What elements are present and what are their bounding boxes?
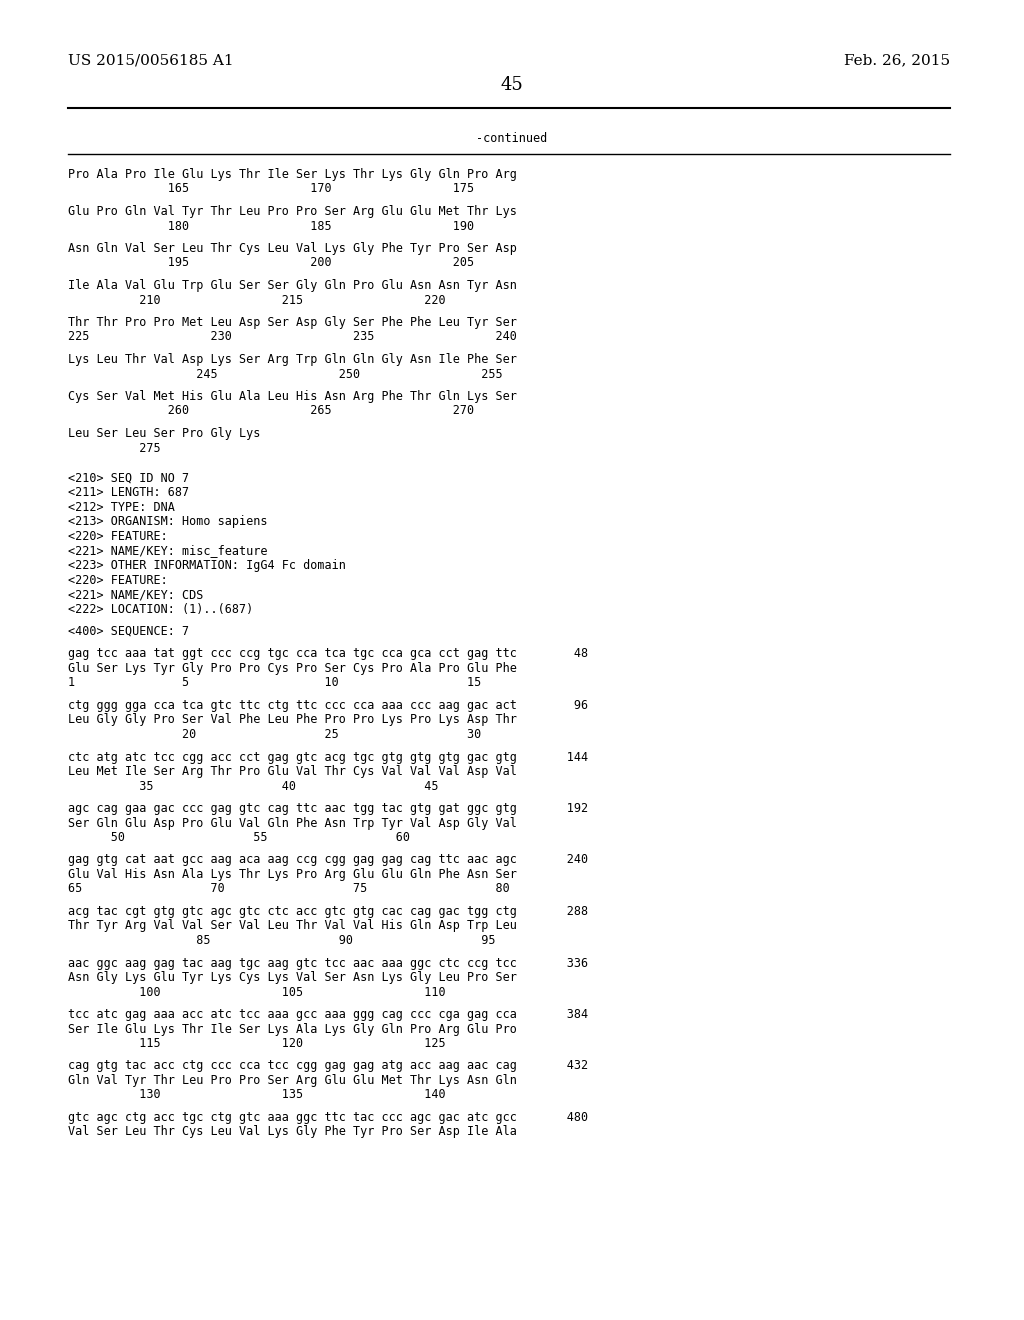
Text: 275: 275 (68, 441, 161, 454)
Text: <220> FEATURE:: <220> FEATURE: (68, 573, 168, 586)
Text: gag tcc aaa tat ggt ccc ccg tgc cca tca tgc cca gca cct gag ttc        48: gag tcc aaa tat ggt ccc ccg tgc cca tca … (68, 648, 588, 660)
Text: aac ggc aag gag tac aag tgc aag gtc tcc aac aaa ggc ctc ccg tcc       336: aac ggc aag gag tac aag tgc aag gtc tcc … (68, 957, 588, 969)
Text: Thr Tyr Arg Val Val Ser Val Leu Thr Val Val His Gln Asp Trp Leu: Thr Tyr Arg Val Val Ser Val Leu Thr Val … (68, 920, 517, 932)
Text: 45: 45 (501, 77, 523, 94)
Text: US 2015/0056185 A1: US 2015/0056185 A1 (68, 53, 233, 67)
Text: tcc atc gag aaa acc atc tcc aaa gcc aaa ggg cag ccc cga gag cca       384: tcc atc gag aaa acc atc tcc aaa gcc aaa … (68, 1008, 588, 1020)
Text: <222> LOCATION: (1)..(687): <222> LOCATION: (1)..(687) (68, 602, 253, 615)
Text: 1               5                   10                  15: 1 5 10 15 (68, 676, 481, 689)
Text: 50                  55                  60: 50 55 60 (68, 832, 410, 843)
Text: <221> NAME/KEY: CDS: <221> NAME/KEY: CDS (68, 587, 204, 601)
Text: Glu Val His Asn Ala Lys Thr Lys Pro Arg Glu Glu Gln Phe Asn Ser: Glu Val His Asn Ala Lys Thr Lys Pro Arg … (68, 869, 517, 880)
Text: 35                  40                  45: 35 40 45 (68, 780, 438, 792)
Text: Feb. 26, 2015: Feb. 26, 2015 (844, 53, 950, 67)
Text: <210> SEQ ID NO 7: <210> SEQ ID NO 7 (68, 473, 189, 484)
Text: 100                 105                 110: 100 105 110 (68, 986, 445, 998)
Text: Cys Ser Val Met His Glu Ala Leu His Asn Arg Phe Thr Gln Lys Ser: Cys Ser Val Met His Glu Ala Leu His Asn … (68, 389, 517, 403)
Text: 130                 135                 140: 130 135 140 (68, 1089, 445, 1101)
Text: cag gtg tac acc ctg ccc cca tcc cgg gag gag atg acc aag aac cag       432: cag gtg tac acc ctg ccc cca tcc cgg gag … (68, 1060, 588, 1072)
Text: Asn Gln Val Ser Leu Thr Cys Leu Val Lys Gly Phe Tyr Pro Ser Asp: Asn Gln Val Ser Leu Thr Cys Leu Val Lys … (68, 242, 517, 255)
Text: 195                 200                 205: 195 200 205 (68, 256, 474, 269)
Text: <211> LENGTH: 687: <211> LENGTH: 687 (68, 487, 189, 499)
Text: -continued: -continued (476, 132, 548, 145)
Text: <220> FEATURE:: <220> FEATURE: (68, 531, 168, 543)
Text: Ser Gln Glu Asp Pro Glu Val Gln Phe Asn Trp Tyr Val Asp Gly Val: Ser Gln Glu Asp Pro Glu Val Gln Phe Asn … (68, 817, 517, 829)
Text: Val Ser Leu Thr Cys Leu Val Lys Gly Phe Tyr Pro Ser Asp Ile Ala: Val Ser Leu Thr Cys Leu Val Lys Gly Phe … (68, 1126, 517, 1138)
Text: gag gtg cat aat gcc aag aca aag ccg cgg gag gag cag ttc aac agc       240: gag gtg cat aat gcc aag aca aag ccg cgg … (68, 854, 588, 866)
Text: 245                 250                 255: 245 250 255 (68, 367, 503, 380)
Text: Glu Ser Lys Tyr Gly Pro Pro Cys Pro Ser Cys Pro Ala Pro Glu Phe: Glu Ser Lys Tyr Gly Pro Pro Cys Pro Ser … (68, 663, 517, 675)
Text: 85                  90                  95: 85 90 95 (68, 935, 496, 946)
Text: <223> OTHER INFORMATION: IgG4 Fc domain: <223> OTHER INFORMATION: IgG4 Fc domain (68, 558, 346, 572)
Text: 65                  70                  75                  80: 65 70 75 80 (68, 883, 510, 895)
Text: 225                 230                 235                 240: 225 230 235 240 (68, 330, 517, 343)
Text: <400> SEQUENCE: 7: <400> SEQUENCE: 7 (68, 624, 189, 638)
Text: 210                 215                 220: 210 215 220 (68, 293, 445, 306)
Text: acg tac cgt gtg gtc agc gtc ctc acc gtc gtg cac cag gac tgg ctg       288: acg tac cgt gtg gtc agc gtc ctc acc gtc … (68, 906, 588, 917)
Text: ctg ggg gga cca tca gtc ttc ctg ttc ccc cca aaa ccc aag gac act        96: ctg ggg gga cca tca gtc ttc ctg ttc ccc … (68, 700, 588, 711)
Text: gtc agc ctg acc tgc ctg gtc aaa ggc ttc tac ccc agc gac atc gcc       480: gtc agc ctg acc tgc ctg gtc aaa ggc ttc … (68, 1111, 588, 1125)
Text: Asn Gly Lys Glu Tyr Lys Cys Lys Val Ser Asn Lys Gly Leu Pro Ser: Asn Gly Lys Glu Tyr Lys Cys Lys Val Ser … (68, 972, 517, 983)
Text: Lys Leu Thr Val Asp Lys Ser Arg Trp Gln Gln Gly Asn Ile Phe Ser: Lys Leu Thr Val Asp Lys Ser Arg Trp Gln … (68, 352, 517, 366)
Text: <212> TYPE: DNA: <212> TYPE: DNA (68, 502, 175, 513)
Text: agc cag gaa gac ccc gag gtc cag ttc aac tgg tac gtg gat ggc gtg       192: agc cag gaa gac ccc gag gtc cag ttc aac … (68, 803, 588, 814)
Text: <213> ORGANISM: Homo sapiens: <213> ORGANISM: Homo sapiens (68, 516, 267, 528)
Text: 165                 170                 175: 165 170 175 (68, 182, 474, 195)
Text: 115                 120                 125: 115 120 125 (68, 1038, 445, 1049)
Text: Thr Thr Pro Pro Met Leu Asp Ser Asp Gly Ser Phe Phe Leu Tyr Ser: Thr Thr Pro Pro Met Leu Asp Ser Asp Gly … (68, 315, 517, 329)
Text: Leu Gly Gly Pro Ser Val Phe Leu Phe Pro Pro Lys Pro Lys Asp Thr: Leu Gly Gly Pro Ser Val Phe Leu Phe Pro … (68, 714, 517, 726)
Text: Gln Val Tyr Thr Leu Pro Pro Ser Arg Glu Glu Met Thr Lys Asn Gln: Gln Val Tyr Thr Leu Pro Pro Ser Arg Glu … (68, 1074, 517, 1086)
Text: Pro Ala Pro Ile Glu Lys Thr Ile Ser Lys Thr Lys Gly Gln Pro Arg: Pro Ala Pro Ile Glu Lys Thr Ile Ser Lys … (68, 168, 517, 181)
Text: Leu Ser Leu Ser Pro Gly Lys: Leu Ser Leu Ser Pro Gly Lys (68, 426, 260, 440)
Text: <221> NAME/KEY: misc_feature: <221> NAME/KEY: misc_feature (68, 544, 267, 557)
Text: 20                  25                  30: 20 25 30 (68, 729, 481, 741)
Text: Ile Ala Val Glu Trp Glu Ser Ser Gly Gln Pro Glu Asn Asn Tyr Asn: Ile Ala Val Glu Trp Glu Ser Ser Gly Gln … (68, 279, 517, 292)
Text: Leu Met Ile Ser Arg Thr Pro Glu Val Thr Cys Val Val Val Asp Val: Leu Met Ile Ser Arg Thr Pro Glu Val Thr … (68, 766, 517, 777)
Text: Ser Ile Glu Lys Thr Ile Ser Lys Ala Lys Gly Gln Pro Arg Glu Pro: Ser Ile Glu Lys Thr Ile Ser Lys Ala Lys … (68, 1023, 517, 1035)
Text: Glu Pro Gln Val Tyr Thr Leu Pro Pro Ser Arg Glu Glu Met Thr Lys: Glu Pro Gln Val Tyr Thr Leu Pro Pro Ser … (68, 205, 517, 218)
Text: ctc atg atc tcc cgg acc cct gag gtc acg tgc gtg gtg gtg gac gtg       144: ctc atg atc tcc cgg acc cct gag gtc acg … (68, 751, 588, 763)
Text: 260                 265                 270: 260 265 270 (68, 404, 474, 417)
Text: 180                 185                 190: 180 185 190 (68, 219, 474, 232)
